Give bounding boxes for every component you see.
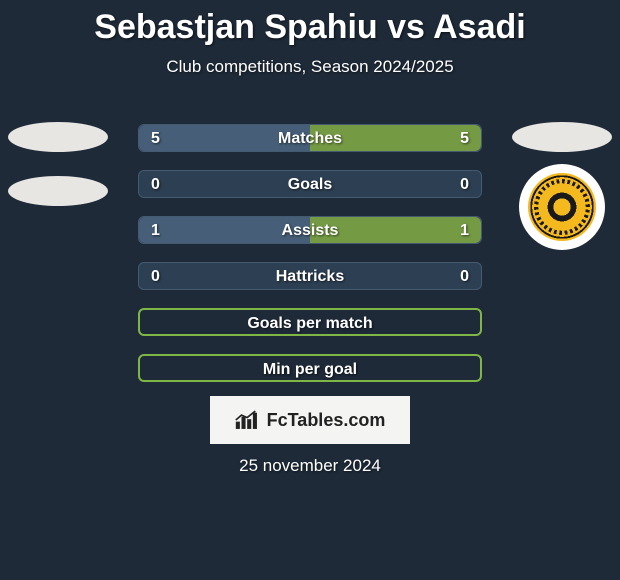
team-ellipse-icon xyxy=(512,122,612,152)
page-title: Sebastjan Spahiu vs Asadi xyxy=(0,0,620,47)
stat-label: Goals per match xyxy=(140,310,480,338)
date-text: 25 november 2024 xyxy=(0,456,620,476)
team-ellipse-icon xyxy=(8,176,108,206)
stat-label: Hattricks xyxy=(139,263,481,291)
bar-chart-icon xyxy=(235,409,261,431)
stat-row: 00Hattricks xyxy=(138,262,482,290)
club-badge-icon xyxy=(519,164,605,250)
watermark-text: FcTables.com xyxy=(267,410,386,431)
stat-bars-container: 55Matches 00Goals 11Assists 00Hattricks Goal… xyxy=(138,124,482,400)
stat-row: 11Assists xyxy=(138,216,482,244)
stat-row: Min per goal xyxy=(138,354,482,382)
watermark: FcTables.com xyxy=(210,396,410,444)
player-left-logos xyxy=(8,122,108,230)
page-subtitle: Club competitions, Season 2024/2025 xyxy=(0,57,620,77)
stat-label: Goals xyxy=(139,171,481,199)
player-right-logos xyxy=(512,122,612,250)
stat-label: Assists xyxy=(139,217,481,245)
team-ellipse-icon xyxy=(8,122,108,152)
stat-label: Min per goal xyxy=(140,356,480,384)
stat-label: Matches xyxy=(139,125,481,153)
stat-row: 00Goals xyxy=(138,170,482,198)
stat-row: Goals per match xyxy=(138,308,482,336)
stat-row: 55Matches xyxy=(138,124,482,152)
